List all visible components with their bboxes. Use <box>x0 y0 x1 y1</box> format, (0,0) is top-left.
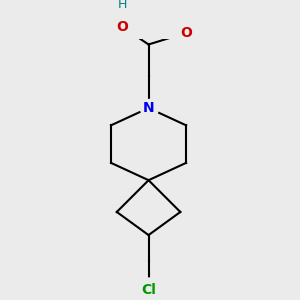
Text: O: O <box>180 26 192 40</box>
Text: N: N <box>143 101 154 115</box>
Text: H: H <box>118 0 127 11</box>
Text: Cl: Cl <box>141 283 156 297</box>
Text: O: O <box>117 20 128 34</box>
